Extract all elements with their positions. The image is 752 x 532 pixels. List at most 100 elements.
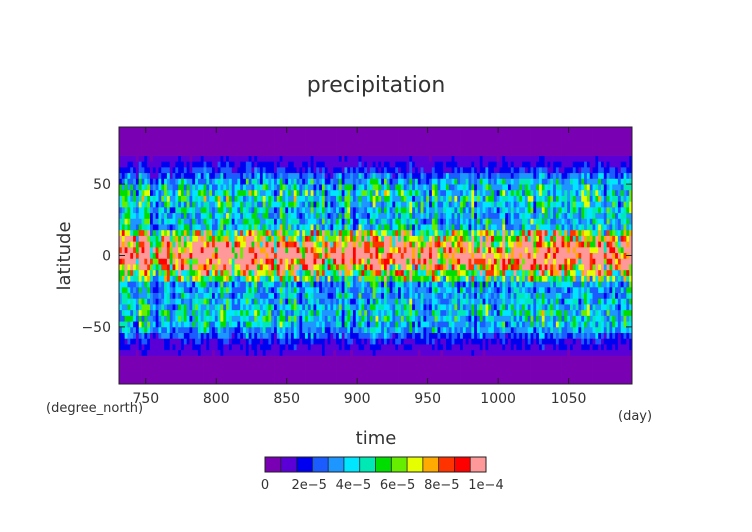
heatmap-cell [220,241,224,248]
heatmap-cell [378,132,382,139]
heatmap-cell [262,332,266,339]
heatmap-cell [321,326,326,333]
heatmap-cell [203,189,207,196]
heatmap-cell [231,127,235,134]
heatmap-cell [274,355,278,362]
heatmap-cell [240,155,244,162]
heatmap-cell [290,264,295,271]
heatmap-cell [158,161,162,168]
heatmap-cell [265,286,269,294]
heatmap-cell [183,321,188,328]
heatmap-cell [231,195,235,202]
heatmap-cell [223,315,227,322]
heatmap-cell [423,252,427,259]
heatmap-cell [150,178,154,185]
heatmap-cell [231,349,235,356]
heatmap-cell [212,224,216,231]
heatmap-cell [350,178,354,185]
heatmap-cell [175,366,179,373]
heatmap-cell [307,144,312,151]
heatmap-cell [282,224,286,231]
heatmap-cell [228,184,233,191]
heatmap-cell [197,292,202,299]
heatmap-cell [279,378,283,385]
heatmap-cell [302,229,306,236]
heatmap-cell [178,366,182,373]
heatmap-cell [158,206,162,214]
heatmap-cell [293,349,297,356]
heatmap-cell [226,298,230,305]
heatmap-cell [395,161,399,168]
heatmap-cell [195,161,199,168]
heatmap-cell [144,292,148,299]
heatmap-cell [169,338,173,345]
heatmap-cell [254,206,258,214]
heatmap-cell [206,315,210,322]
heatmap-cell [172,344,176,351]
heatmap-cell [243,189,247,196]
heatmap-cell [290,201,295,208]
heatmap-cell [274,269,278,276]
heatmap-cell [417,366,421,373]
heatmap-cell [327,361,331,368]
heatmap-cell [121,206,126,214]
heatmap-cell [121,235,126,242]
heatmap-cell [327,281,331,288]
heatmap-cell [254,235,258,242]
heatmap-cell [161,144,165,151]
heatmap-cell [341,315,345,322]
heatmap-cell [172,355,176,362]
heatmap-cell [183,246,188,254]
heatmap-cell [152,269,157,276]
heatmap-cell [195,298,199,305]
heatmap-cell [209,201,213,208]
heatmap-cell [226,355,230,362]
heatmap-cell [189,218,193,225]
heatmap-cell [203,127,207,134]
heatmap-cell [310,212,314,219]
heatmap-cell [364,315,368,322]
heatmap-cell [127,264,131,271]
heatmap-cell [350,275,354,282]
heatmap-cell [282,132,286,139]
heatmap-cell [228,235,233,242]
heatmap-cell [240,315,244,322]
heatmap-cell [130,132,134,139]
heatmap-cell [316,166,320,174]
heatmap-cell [383,161,388,168]
heatmap-cell [400,161,405,168]
heatmap-cell [147,264,151,271]
heatmap-cell [282,321,286,328]
heatmap-cell [226,338,230,345]
heatmap-cell [119,184,123,191]
heatmap-cell [307,349,312,356]
heatmap-cell [240,195,244,202]
heatmap-cell [257,338,261,345]
heatmap-cell [290,155,295,162]
heatmap-cell [271,206,275,214]
heatmap-cell [327,355,331,362]
heatmap-cell [276,292,281,299]
heatmap-cell [347,321,351,328]
heatmap-cell [195,344,199,351]
heatmap-cell [181,361,185,368]
heatmap-cell [226,149,230,156]
heatmap-cell [350,321,354,328]
heatmap-cell [172,315,176,322]
heatmap-cell [200,321,204,328]
heatmap-cell [234,127,238,134]
heatmap-cell [341,321,345,328]
heatmap-cell [226,304,230,311]
heatmap-cell [305,246,309,254]
heatmap-cell [197,321,202,328]
heatmap-cell [338,161,343,168]
heatmap-cell [403,338,407,345]
heatmap-cell [344,138,348,145]
heatmap-cell [186,366,190,373]
heatmap-cell [341,378,345,385]
heatmap-cell [414,298,419,305]
heatmap-cell [420,246,424,254]
heatmap-cell [257,235,261,242]
heatmap-cell [352,189,357,196]
heatmap-cell [212,218,216,225]
